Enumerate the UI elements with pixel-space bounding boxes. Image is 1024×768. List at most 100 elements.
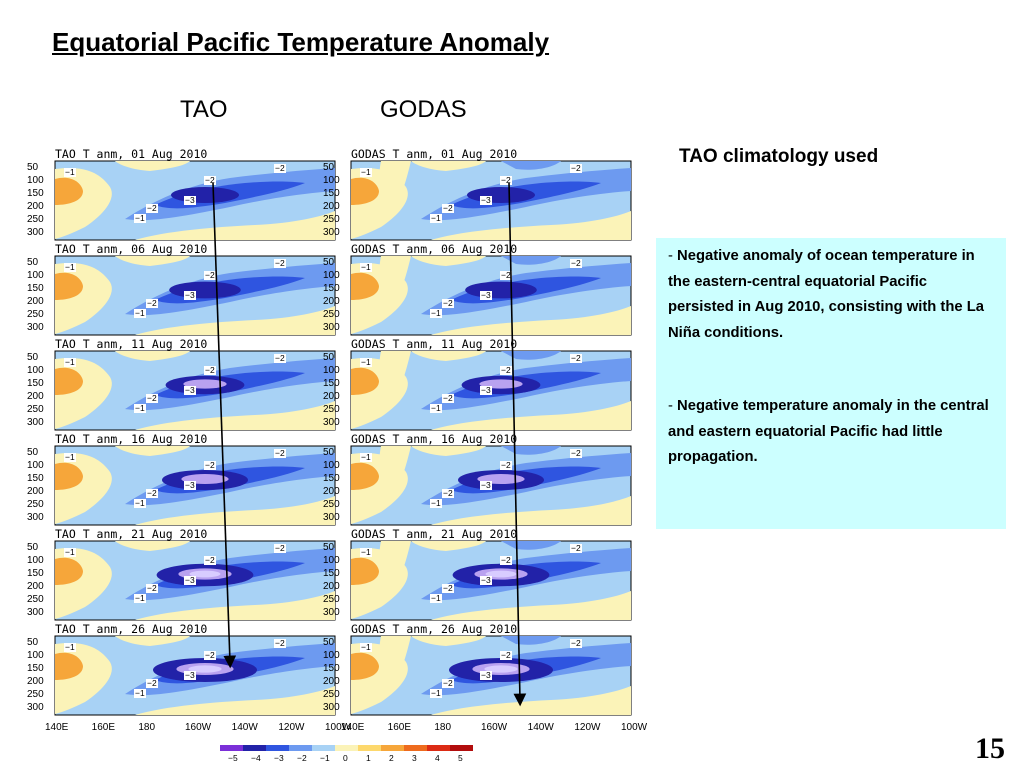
godas-panel-title: GODAS T anm, 06 Aug 2010 — [351, 242, 517, 256]
contour-label-box — [500, 271, 512, 280]
note-text: Negative anomaly of ocean temperature in… — [668, 248, 985, 341]
page-number: 15 — [975, 732, 1005, 765]
godas-panel: −1 −2−2−3−2−1 — [350, 635, 632, 716]
godas-panel-title: GODAS T anm, 21 Aug 2010 — [351, 527, 517, 541]
lon-tick-label: 120W — [278, 722, 305, 733]
tao-panel: −1 −2−2−3−2−1 — [54, 160, 336, 241]
godas-panel-title: GODAS T anm, 26 Aug 2010 — [351, 622, 517, 636]
tao-panel-title: TAO T anm, 16 Aug 2010 — [55, 432, 207, 446]
contour-label-box — [64, 263, 76, 272]
contour-label-box — [274, 354, 286, 363]
depth-tick-label: 50 — [323, 542, 335, 553]
depth-tick-label: 200 — [323, 486, 340, 497]
depth-tick-label: 250 — [323, 594, 340, 605]
contour-label: −1 — [135, 688, 145, 698]
contour-label: −2 — [147, 583, 157, 593]
contour-label: −2 — [571, 163, 581, 173]
depth-tick-label: 150 — [27, 378, 44, 389]
tao-panel: −1 −2−2−3−2−1 — [54, 350, 336, 431]
contour-label-box — [570, 164, 582, 173]
contour-label-box — [146, 489, 158, 498]
depth-tick-label: 50 — [323, 447, 335, 458]
colorbar-label: −4 — [251, 753, 261, 763]
colorbar-swatch — [220, 745, 243, 751]
contour-label: −3 — [185, 670, 195, 680]
contour-label: −2 — [275, 353, 285, 363]
colorbar-swatch — [243, 745, 266, 751]
depth-tick-label: 250 — [27, 309, 44, 320]
contour-label: −2 — [501, 555, 511, 565]
tao-panel-title: TAO T anm, 01 Aug 2010 — [55, 147, 207, 161]
contour-label-box — [146, 584, 158, 593]
lon-tick-label: 180 — [138, 722, 155, 733]
depth-tick-label: 300 — [27, 512, 44, 523]
contour-label-box — [442, 584, 454, 593]
tao-panel: −1 −2−2−3−2−1 — [54, 635, 336, 716]
note-text: Negative temperature anomaly in the cent… — [668, 398, 989, 465]
contour-label: −1 — [65, 547, 75, 557]
contour-label-box — [360, 168, 372, 177]
contour-label-box — [146, 679, 158, 688]
depth-tick-label: 100 — [323, 555, 340, 566]
contour-label: −1 — [361, 167, 371, 177]
godas-panel: −1 −2−2−3−2−1 — [350, 255, 632, 336]
depth-tick-label: 50 — [27, 352, 39, 363]
contour-label: −2 — [275, 543, 285, 553]
godas-panel-title: GODAS T anm, 11 Aug 2010 — [351, 337, 517, 351]
contour-label-box — [360, 263, 372, 272]
depth-tick-label: 200 — [323, 676, 340, 687]
contour-label: −2 — [501, 650, 511, 660]
colorbar-label: 2 — [389, 753, 394, 763]
contour-label-box — [184, 196, 196, 205]
contour-label: −2 — [443, 583, 453, 593]
contour-label-box — [442, 394, 454, 403]
contour-label: −1 — [65, 262, 75, 272]
lon-tick-label: 140E — [341, 722, 365, 733]
depth-tick-label: 50 — [323, 257, 335, 268]
contour-label: −2 — [443, 678, 453, 688]
lon-tick-label: 120W — [574, 722, 601, 733]
depth-tick-label: 250 — [323, 689, 340, 700]
colorbar-label: −1 — [320, 753, 330, 763]
lon-tick-label: 100W — [621, 722, 648, 733]
godas-panel: −1 −2−2−3−2−1 — [350, 540, 632, 621]
contour-label: −2 — [571, 258, 581, 268]
contour-label: −2 — [501, 270, 511, 280]
depth-tick-label: 150 — [27, 663, 44, 674]
depth-tick-label: 300 — [323, 417, 340, 428]
depth-tick-label: 200 — [27, 486, 44, 497]
depth-tick-label: 100 — [323, 365, 340, 376]
colorbar-swatch — [450, 745, 473, 751]
contour-label: −1 — [135, 213, 145, 223]
depth-tick-label: 100 — [27, 365, 44, 376]
contour-label: −2 — [443, 393, 453, 403]
contour-label: −3 — [185, 290, 195, 300]
depth-tick-label: 200 — [27, 296, 44, 307]
contour-label: −2 — [205, 270, 215, 280]
contour-label-box — [360, 453, 372, 462]
lon-tick-label: 160W — [481, 722, 508, 733]
tao-panel-title: TAO T anm, 26 Aug 2010 — [55, 622, 207, 636]
contour-label-box — [204, 366, 216, 375]
depth-tick-label: 200 — [323, 201, 340, 212]
colorbar-label: 5 — [458, 753, 463, 763]
depth-tick-label: 150 — [323, 283, 340, 294]
depth-tick-label: 300 — [323, 227, 340, 238]
contour-label-box — [360, 643, 372, 652]
contour-label-box — [134, 309, 146, 318]
contour-label: −2 — [205, 175, 215, 185]
colorbar-label: 4 — [435, 753, 440, 763]
depth-tick-label: 200 — [323, 581, 340, 592]
contour-label: −3 — [481, 575, 491, 585]
depth-tick-label: 50 — [27, 637, 39, 648]
contour-label-box — [570, 639, 582, 648]
tao-panel: −1 −2−2−3−2−1 — [54, 255, 336, 336]
slide-title: Equatorial Pacific Temperature Anomaly — [52, 27, 550, 57]
colorbar-swatch — [312, 745, 335, 751]
contour-label-box — [480, 196, 492, 205]
contour-label: −3 — [481, 480, 491, 490]
tao-panel-title: TAO T anm, 11 Aug 2010 — [55, 337, 207, 351]
contour-label: −2 — [571, 638, 581, 648]
godas-panel: −1 −2−2−3−2−1 — [350, 350, 632, 431]
